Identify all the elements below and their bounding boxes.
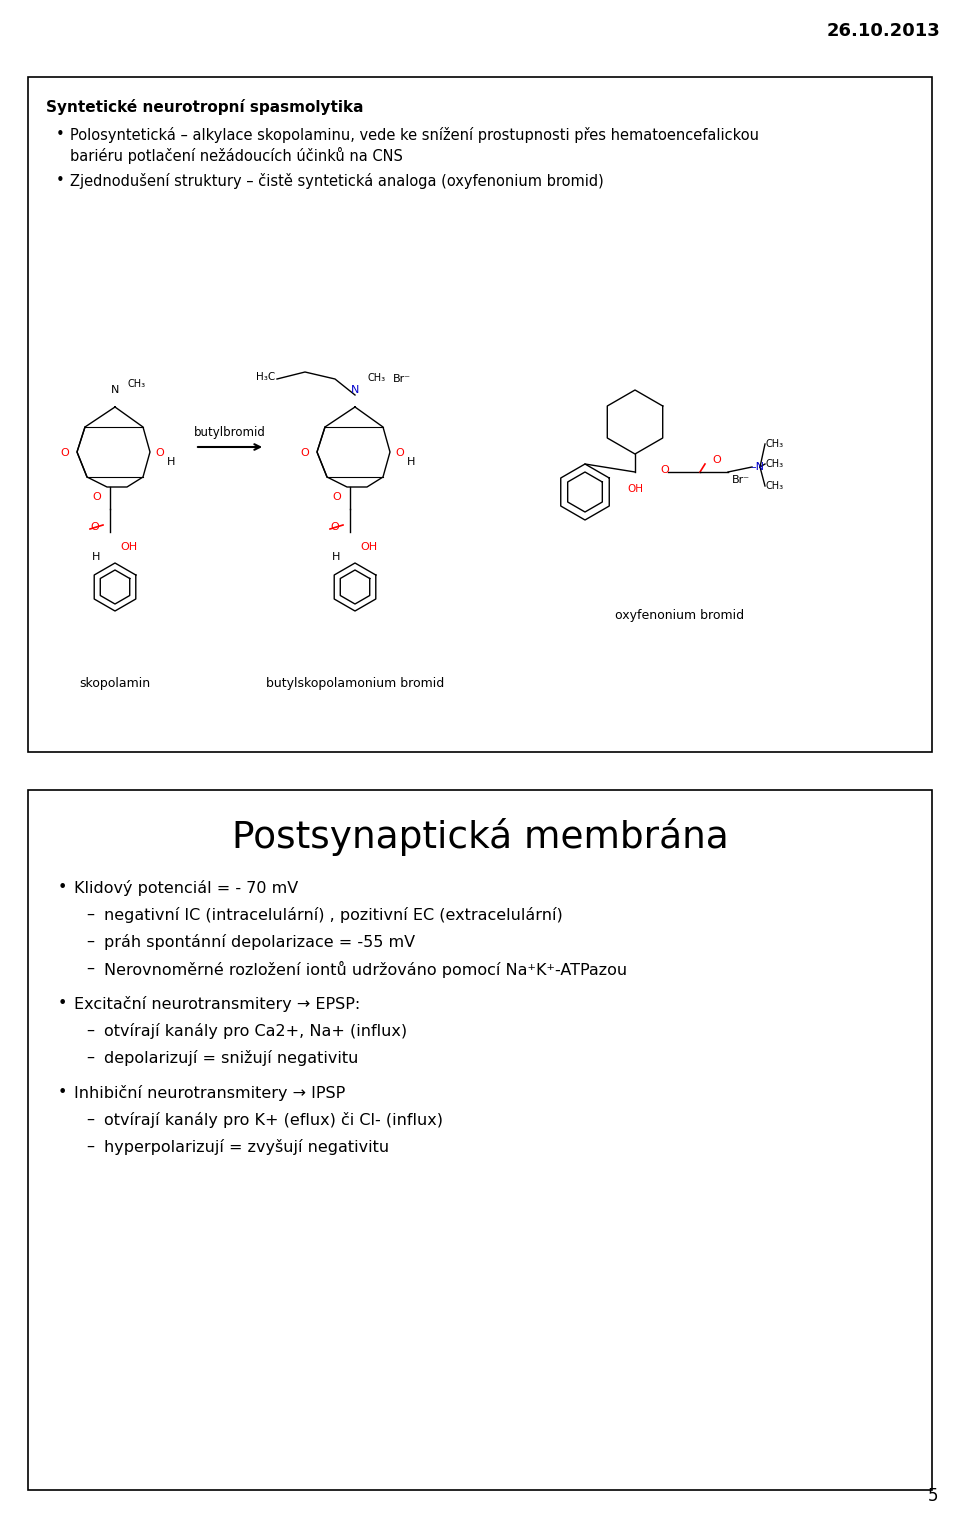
Text: OH: OH bbox=[627, 484, 643, 495]
Text: Nerovnoměrné rozložení iontů udržováno pomocí Na⁺K⁺-ATPazou: Nerovnoměrné rozložení iontů udržováno p… bbox=[104, 960, 627, 977]
Text: depolarizují = snižují negativitu: depolarizují = snižují negativitu bbox=[104, 1051, 358, 1066]
Text: OH: OH bbox=[120, 542, 137, 551]
Text: •: • bbox=[58, 996, 67, 1011]
Text: Klidový potenciál = - 70 mV: Klidový potenciál = - 70 mV bbox=[74, 880, 299, 896]
Text: butylbromid: butylbromid bbox=[194, 426, 266, 438]
Text: –N: –N bbox=[750, 463, 764, 472]
Text: CH₃: CH₃ bbox=[127, 379, 145, 389]
Text: –: – bbox=[86, 1112, 94, 1127]
Text: Br⁻: Br⁻ bbox=[393, 374, 411, 383]
Text: H: H bbox=[91, 551, 100, 562]
Text: N: N bbox=[110, 385, 119, 395]
Text: •: • bbox=[58, 880, 67, 895]
Text: bariéru potlačení nežádoucích účinků na CNS: bariéru potlačení nežádoucích účinků na … bbox=[70, 147, 403, 163]
Text: O: O bbox=[92, 492, 102, 502]
Text: H₃C: H₃C bbox=[255, 373, 275, 382]
Text: Excitační neurotransmitery → EPSP:: Excitační neurotransmitery → EPSP: bbox=[74, 996, 360, 1012]
Text: Postsynaptická membrána: Postsynaptická membrána bbox=[231, 818, 729, 857]
Text: Polosyntetická – alkylace skopolaminu, vede ke snížení prostupnosti přes hematoe: Polosyntetická – alkylace skopolaminu, v… bbox=[70, 127, 759, 144]
Text: CH₃: CH₃ bbox=[765, 460, 783, 469]
Text: oxyfenonium bromid: oxyfenonium bromid bbox=[615, 609, 745, 621]
Text: Br⁻: Br⁻ bbox=[732, 475, 750, 486]
Bar bbox=[28, 76, 932, 751]
Text: H: H bbox=[167, 457, 176, 467]
Text: Inhibiční neurotransmitery → IPSP: Inhibiční neurotransmitery → IPSP bbox=[74, 1086, 346, 1101]
Text: •: • bbox=[58, 1086, 67, 1099]
Text: otvírají kanály pro Ca2+, Na+ (influx): otvírají kanály pro Ca2+, Na+ (influx) bbox=[104, 1023, 407, 1038]
Text: Syntetické neurotropní spasmolytika: Syntetické neurotropní spasmolytika bbox=[46, 99, 364, 115]
Text: –: – bbox=[86, 1139, 94, 1154]
Text: O: O bbox=[155, 447, 164, 458]
Text: O: O bbox=[332, 492, 342, 502]
Text: O: O bbox=[660, 466, 669, 475]
Text: 5: 5 bbox=[927, 1487, 938, 1506]
Text: O: O bbox=[330, 522, 340, 531]
Text: CH₃: CH₃ bbox=[765, 438, 783, 449]
Text: –: – bbox=[86, 1051, 94, 1064]
Text: –: – bbox=[86, 907, 94, 922]
Text: 26.10.2013: 26.10.2013 bbox=[827, 21, 940, 40]
Text: butylskopolamonium bromid: butylskopolamonium bromid bbox=[266, 676, 444, 690]
Text: O: O bbox=[60, 447, 69, 458]
Text: CH₃: CH₃ bbox=[367, 373, 385, 383]
Text: O: O bbox=[300, 447, 309, 458]
Text: O: O bbox=[395, 447, 404, 458]
Text: hyperpolarizují = zvyšují negativitu: hyperpolarizují = zvyšují negativitu bbox=[104, 1139, 389, 1154]
Text: negativní IC (intracelulární) , pozitivní EC (extracelulární): negativní IC (intracelulární) , pozitivn… bbox=[104, 907, 563, 922]
Text: –: – bbox=[86, 960, 94, 976]
Text: otvírají kanály pro K+ (eflux) či Cl- (influx): otvírají kanály pro K+ (eflux) či Cl- (i… bbox=[104, 1112, 443, 1128]
Text: •: • bbox=[56, 127, 64, 142]
Text: CH₃: CH₃ bbox=[765, 481, 783, 492]
Text: H: H bbox=[407, 457, 416, 467]
Text: O: O bbox=[90, 522, 100, 531]
Text: O: O bbox=[712, 455, 721, 466]
Text: •: • bbox=[56, 173, 64, 188]
Bar bbox=[28, 789, 932, 1490]
Text: H: H bbox=[331, 551, 340, 562]
Text: –: – bbox=[86, 1023, 94, 1038]
Text: –: – bbox=[86, 935, 94, 948]
Text: skopolamin: skopolamin bbox=[80, 676, 151, 690]
Text: práh spontánní depolarizace = -55 mV: práh spontánní depolarizace = -55 mV bbox=[104, 935, 415, 950]
Text: OH: OH bbox=[360, 542, 377, 551]
Text: Zjednodušení struktury – čistě syntetická analoga (oxyfenonium bromid): Zjednodušení struktury – čistě syntetick… bbox=[70, 173, 604, 189]
Text: N: N bbox=[350, 385, 359, 395]
